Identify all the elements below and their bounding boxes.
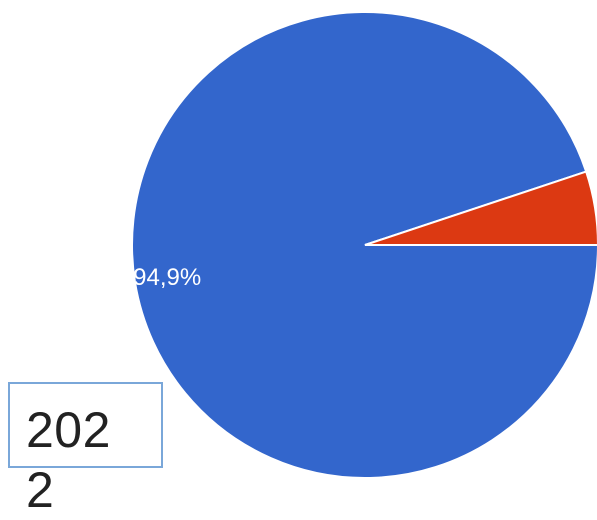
year-label: 2022 [26,402,111,518]
pie-slice-1 [364,170,597,246]
pie-chart: 94,9% [131,11,597,480]
pie-slice-0 [131,11,597,480]
pie-slice-label-0: 94,9% [133,264,201,291]
year-box [8,382,163,468]
